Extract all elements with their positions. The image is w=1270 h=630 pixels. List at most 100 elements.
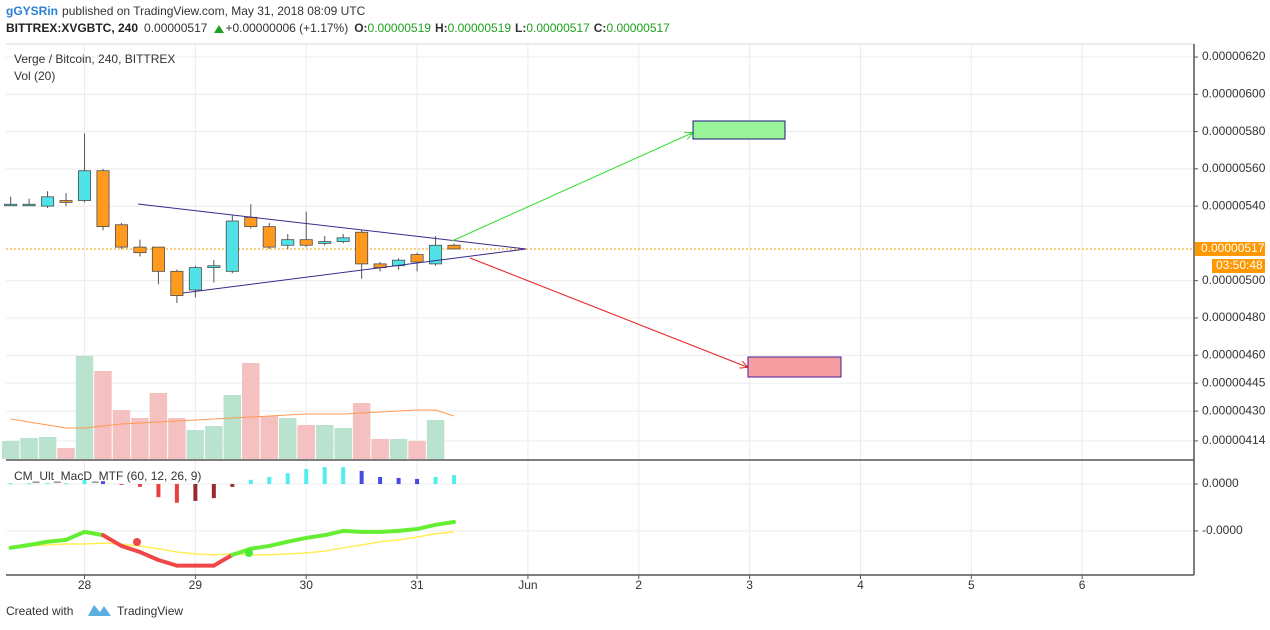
volume-bar [168, 418, 186, 459]
x-tick-label: 3 [746, 578, 753, 592]
arrow-down [469, 257, 747, 367]
candle-body [114, 224, 128, 248]
macd-segment [100, 533, 124, 548]
histogram-bar [304, 469, 309, 485]
x-tick-label: 28 [78, 578, 92, 592]
symbol: BITTREX:XVGBTC, 240 [6, 21, 138, 35]
volume-bar [75, 356, 94, 459]
macd-segment [322, 528, 346, 538]
histogram-bar [322, 467, 327, 485]
macd-segment [285, 535, 309, 544]
histogram-bar [174, 484, 179, 503]
histogram-bar [267, 477, 272, 485]
mark-layer [1, 133, 1193, 568]
macd-segment [341, 528, 364, 534]
y-tick-label: 0.00000430 [1202, 403, 1266, 417]
histogram-bar [452, 475, 457, 485]
volume-bar [112, 410, 131, 459]
candle-body [22, 203, 36, 207]
candle-body [410, 254, 424, 263]
histogram-bar [248, 479, 253, 485]
candle-body [207, 265, 221, 269]
author: gGYSRin [6, 4, 58, 18]
y-tick-label: 0.00000414 [1202, 433, 1266, 447]
histogram-bar [359, 470, 364, 485]
x-tick-label: Jun [518, 578, 537, 592]
y-tick-label: 0.00000580 [1202, 124, 1266, 138]
x-tick-label: 2 [635, 578, 642, 592]
countdown-label: 03:50:48 [1216, 258, 1263, 272]
chart-title: Verge / Bitcoin, 240, BITTREX [14, 52, 175, 66]
candle-body [96, 170, 110, 228]
candle-body [78, 170, 92, 201]
y-tick-label: 0.00000460 [1202, 347, 1266, 361]
volume-bar [223, 395, 242, 459]
brand[interactable]: TradingView [117, 604, 183, 618]
y-tick-label: -0.0000 [1202, 523, 1243, 537]
macd-segment [156, 557, 179, 568]
volume-label: Vol (20) [14, 69, 55, 83]
y-tick-label: 0.00000540 [1202, 198, 1266, 212]
candle-body [59, 200, 73, 203]
histogram-bar [415, 478, 420, 485]
cross-dot [133, 538, 141, 546]
y-tick-label: 0.00000620 [1202, 49, 1266, 63]
candle-body [188, 267, 202, 291]
o-value: 0.00000519 [368, 21, 432, 35]
candle-body [4, 203, 18, 207]
macd-segment [82, 529, 105, 538]
histogram-bar [285, 473, 290, 485]
macd-segment [378, 528, 401, 534]
change: +0.00000006 (+1.17%) [225, 21, 348, 35]
volume-bar [38, 437, 57, 459]
volume-ma-line [10, 409, 455, 429]
volume-bar [371, 439, 389, 459]
y-tick-label: 0.00000480 [1202, 310, 1266, 324]
footer-text: Created with [6, 604, 73, 618]
symbol-line: BITTREX:XVGBTC, 240 0.00000517 +0.00000006… [6, 21, 670, 35]
target-box-up [692, 120, 786, 140]
macd-segment [211, 552, 235, 568]
histogram-bar [27, 483, 32, 485]
countdown-tag [1212, 258, 1265, 273]
volume-bar [205, 426, 223, 459]
volume-bar [20, 438, 38, 459]
candle-body [244, 216, 258, 228]
candle-body [41, 196, 55, 207]
histogram-bar [193, 484, 198, 501]
y-tick-label: 0.00000445 [1202, 375, 1266, 389]
histogram-bar [64, 483, 69, 485]
histogram-bar [82, 479, 87, 485]
published: published on TradingView.com, May 31, 20… [62, 4, 366, 18]
candle-body [429, 244, 443, 265]
histogram-bar [45, 483, 50, 485]
y-tick-label: 0.0000 [1202, 476, 1239, 490]
macd-segment [267, 539, 290, 548]
macd-segment [248, 543, 272, 551]
x-tick-label: 29 [189, 578, 203, 592]
last-price-tag [1195, 241, 1265, 256]
volume-bar [297, 425, 315, 459]
candle-body [170, 270, 184, 296]
volume-bar [149, 393, 168, 459]
target-box-down [747, 356, 842, 378]
histogram-bar [119, 484, 124, 485]
c-value: 0.00000517 [606, 21, 670, 35]
macd-segment [433, 520, 457, 527]
volume-bar [242, 363, 260, 459]
candle-body [299, 239, 313, 246]
histogram-bar [211, 484, 216, 499]
brand-logo [88, 605, 111, 616]
histogram-bar [433, 477, 438, 485]
histogram-bar [378, 477, 383, 485]
x-tick-label: 30 [300, 578, 314, 592]
macd-segment [396, 527, 420, 533]
volume-bar [1, 441, 20, 459]
arrow-up [451, 133, 692, 242]
histogram-bar [8, 483, 13, 485]
drawings [133, 120, 842, 557]
candle-body [318, 241, 332, 244]
y-tick-label: 0.00000600 [1202, 86, 1266, 100]
c-label: C: [594, 21, 607, 35]
